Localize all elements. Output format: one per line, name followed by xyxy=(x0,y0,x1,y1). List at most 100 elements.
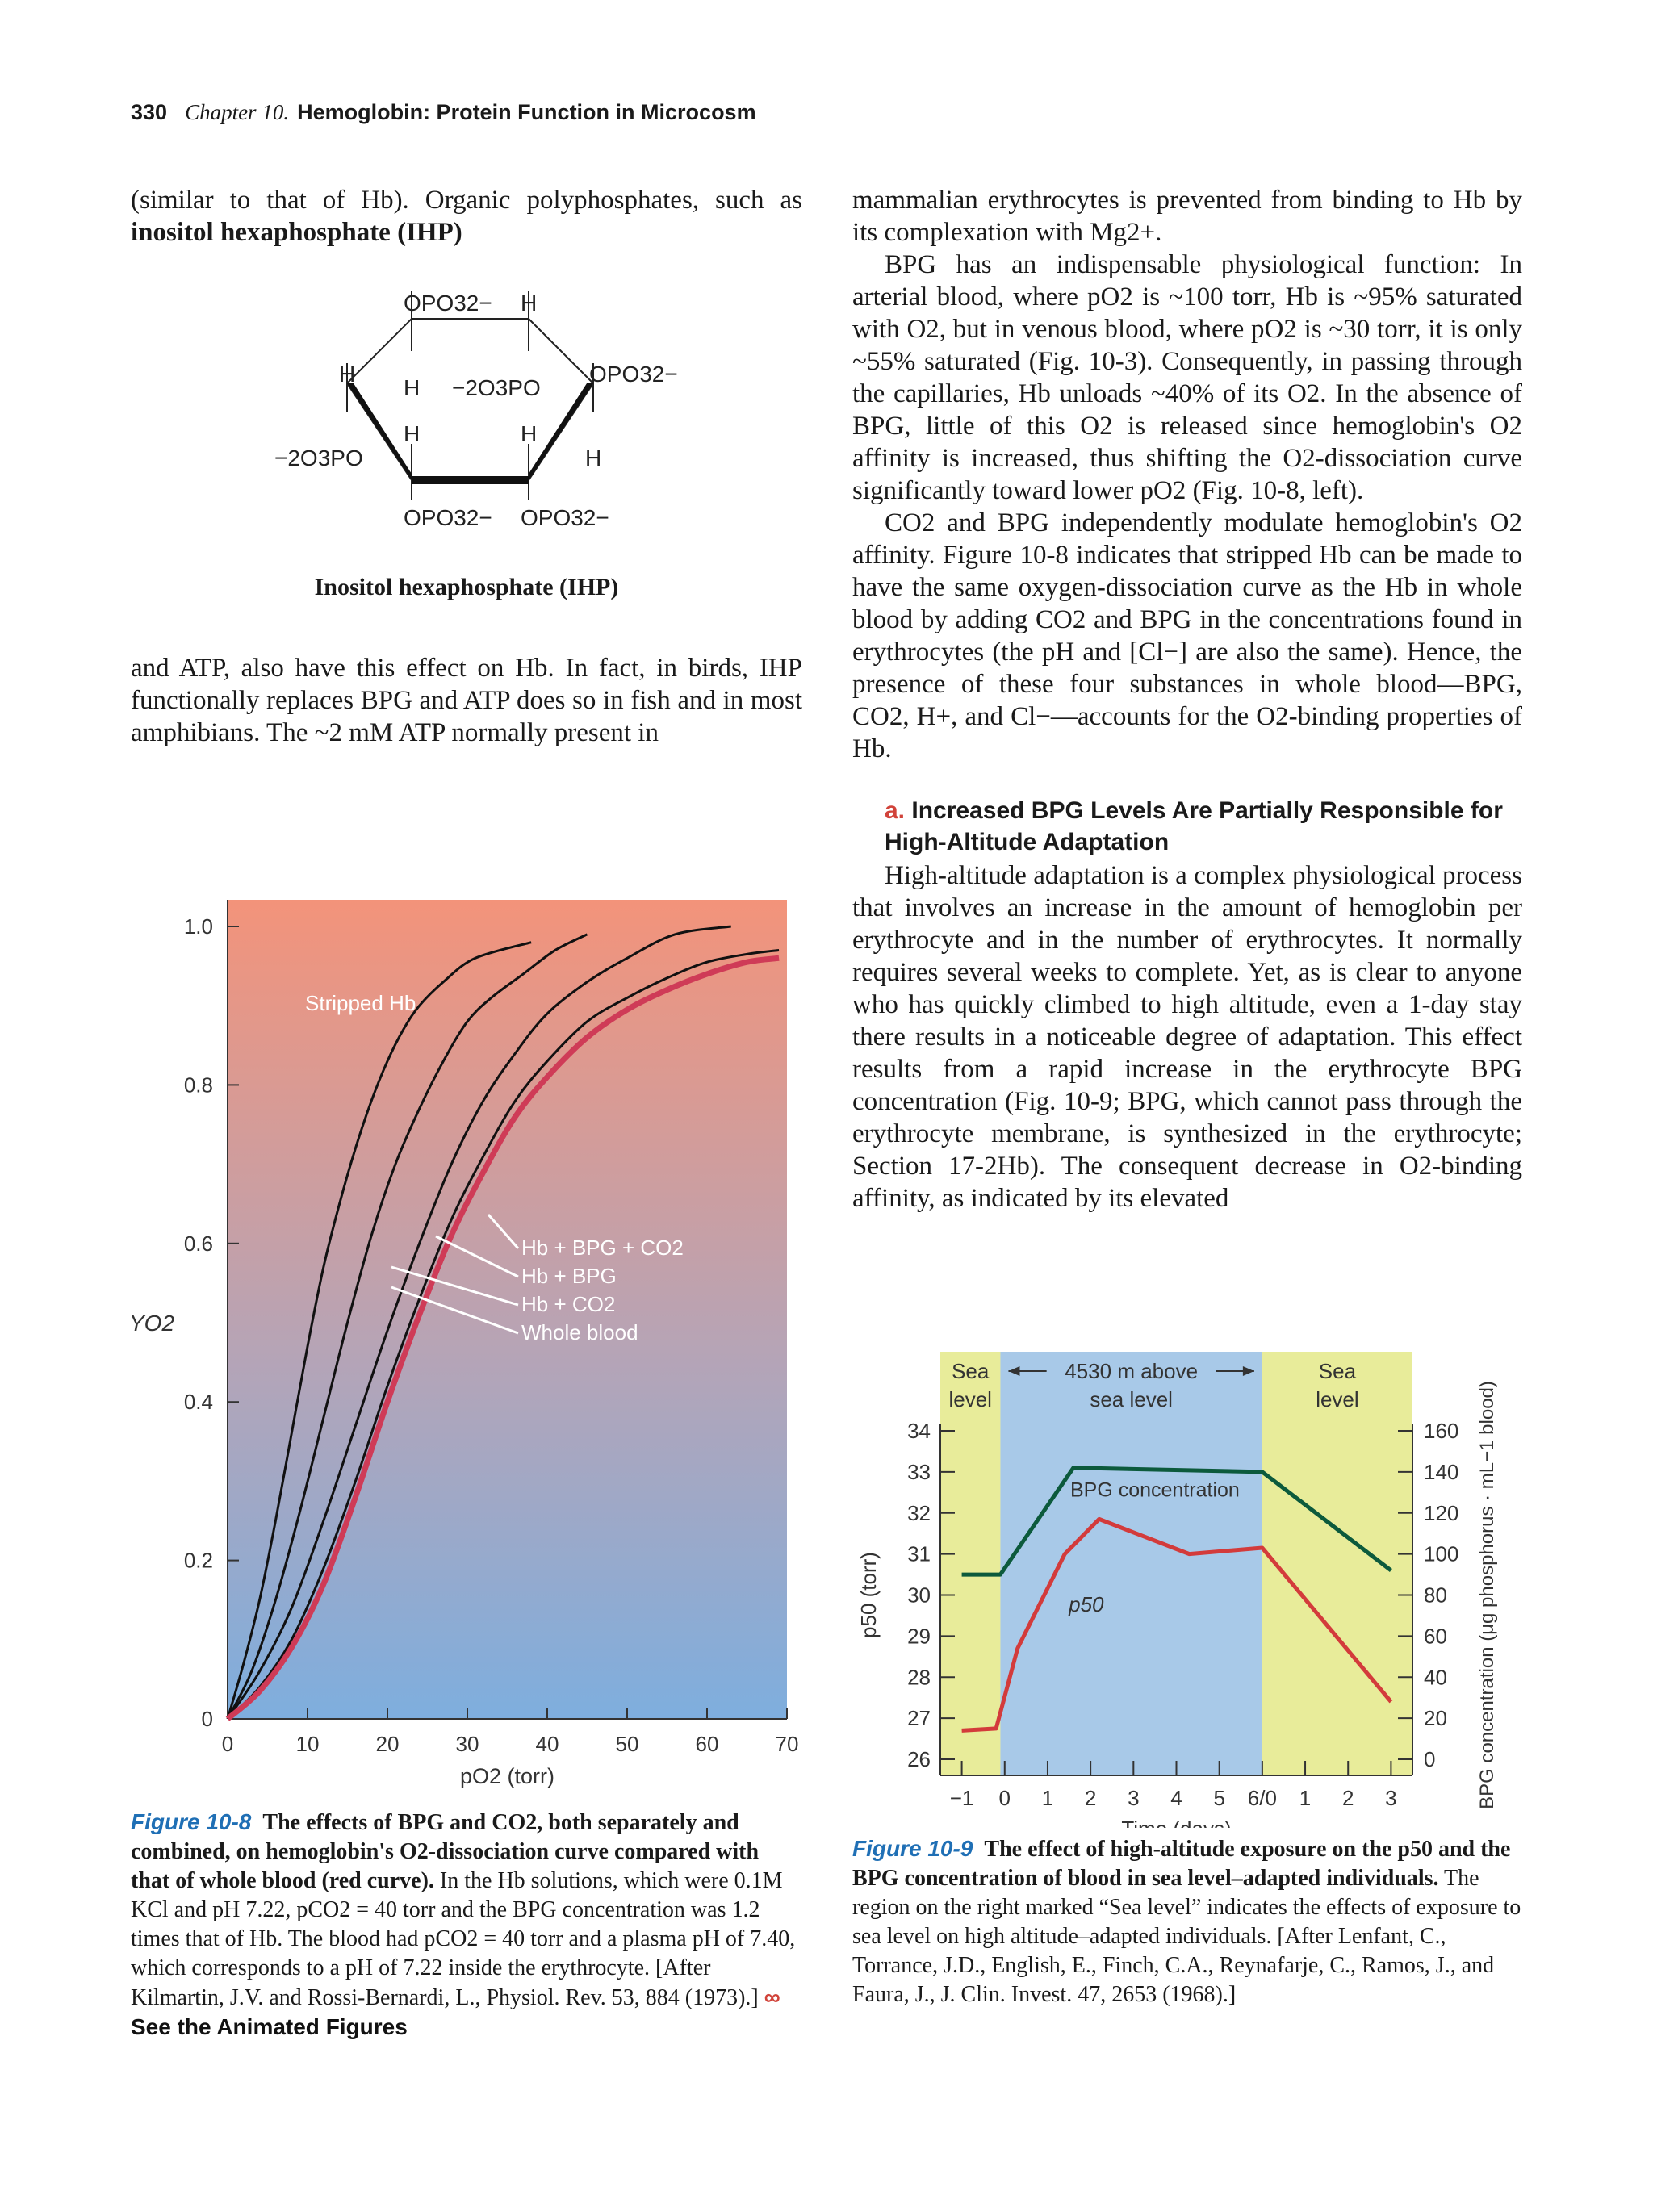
left-para2-text: and ATP, also have this effect on Hb. In… xyxy=(131,654,802,747)
fig9-left-axis-label: p50 (torr) xyxy=(856,1552,881,1638)
fig8-series-label: Hb + BPG + CO2 xyxy=(521,1236,684,1260)
ihp-label: OPO32− xyxy=(589,362,678,387)
fig8-x-tick-label: 0 xyxy=(222,1732,233,1756)
fig9-arrow-left-head xyxy=(1008,1366,1020,1376)
right-para1: mammalian erythrocytes is prevented from… xyxy=(852,186,1522,247)
fig8-y-tick-label: 0.4 xyxy=(184,1390,213,1414)
fig8-x-tick-label: 50 xyxy=(616,1732,639,1756)
fig8-caption-text: In the Hb solutions, which were 0.1M KCl… xyxy=(131,1868,796,2010)
fig9-label: Figure 10-9 xyxy=(852,1836,973,1861)
section-title: Increased BPG Levels Are Partially Respo… xyxy=(885,797,1503,855)
fig8-plot-area xyxy=(228,900,787,1719)
ihp-label: OPO32− xyxy=(404,291,492,316)
fig8-x-axis-label: pO2 (torr) xyxy=(460,1764,554,1788)
fig9-region-label: Sea xyxy=(1319,1359,1357,1383)
left-col-para2: and ATP, also have this effect on Hb. In… xyxy=(131,652,802,749)
fig9-right-tick-label: 20 xyxy=(1424,1706,1447,1730)
right-col-para4: High-altitude adaptation is a complex ph… xyxy=(852,859,1522,1215)
fig8-curve-hb-bpg xyxy=(226,925,731,1720)
chapter-title: Hemoglobin: Protein Function in Microcos… xyxy=(297,100,756,124)
fig9-right-tick-label: 160 xyxy=(1424,1419,1458,1443)
fig9-left-tick-label: 32 xyxy=(907,1501,931,1525)
fig8-leader-line xyxy=(391,1286,519,1335)
chapter-label: Chapter 10. xyxy=(185,100,290,124)
fig8-leader-line xyxy=(435,1235,519,1278)
ihp-label: H xyxy=(339,362,355,387)
fig9-left-tick-label: 33 xyxy=(907,1460,931,1484)
fig8-x-tick-label: 70 xyxy=(776,1732,799,1756)
ihp-label: H xyxy=(521,291,537,316)
fig9-series-label: BPG concentration xyxy=(1070,1478,1240,1501)
fig8-y-tick-label: 0.6 xyxy=(184,1231,213,1256)
fig8-y-tick-label: 1.0 xyxy=(184,914,213,939)
fig8-leader-line xyxy=(487,1214,520,1249)
fig9-x-tick-label: 3 xyxy=(1128,1786,1139,1810)
fig9-right-tick-label: 100 xyxy=(1424,1542,1458,1566)
left-para1-text: (similar to that of Hb). Organic polypho… xyxy=(131,186,802,215)
ihp-label: H xyxy=(585,445,601,470)
fig9-x-tick-label: 6/0 xyxy=(1248,1786,1277,1810)
fig9-left-tick-label: 27 xyxy=(907,1706,931,1730)
fig9-right-tick-label: 120 xyxy=(1424,1501,1458,1525)
animated-icon: ∞ xyxy=(764,1984,780,2009)
ihp-label: H xyxy=(404,375,420,400)
fig8-y-tick-label: 0.8 xyxy=(184,1073,213,1097)
fig9-x-tick-label: 4 xyxy=(1170,1786,1182,1810)
fig9-region xyxy=(1262,1352,1412,1775)
ihp-label: H xyxy=(404,421,420,446)
ihp-label: −2O3PO xyxy=(452,375,541,400)
fig8-leader-line xyxy=(391,1265,519,1307)
fig9-region-label: sea level xyxy=(1090,1387,1173,1411)
ihp-term: inositol hexaphosphate (IHP) xyxy=(131,218,462,247)
fig8-y-tick-label: 0 xyxy=(202,1707,213,1731)
fig9-x-tick-label: 2 xyxy=(1342,1786,1354,1810)
fig8-label: Figure 10-8 xyxy=(131,1809,252,1834)
fig9-right-tick-label: 140 xyxy=(1424,1460,1458,1484)
figure-10-9: 262728293031323334020406080100120140160−… xyxy=(856,1352,1498,1828)
fig9-line-bpg-concentration xyxy=(961,1466,1392,1577)
fig8-x-tick-label: 60 xyxy=(696,1732,719,1756)
ihp-label: H xyxy=(521,421,537,446)
fig8-y-axis-label: YO2 xyxy=(129,1311,174,1336)
fig8-curve-whole-blood xyxy=(225,955,780,1721)
fig8-y-tick-label: 0.2 xyxy=(184,1549,213,1573)
fig9-region-label: level xyxy=(948,1387,991,1411)
fig9-x-tick-label: −1 xyxy=(950,1786,974,1810)
ihp-caption: Inositol hexaphosphate (IHP) xyxy=(314,574,619,600)
wedge-bond-left xyxy=(347,383,412,480)
fig9-left-tick-label: 29 xyxy=(907,1624,931,1648)
right-para2: BPG has an indispensable physiological f… xyxy=(852,250,1522,505)
fig8-caption-bold: The effects of BPG and CO2, both separat… xyxy=(131,1810,760,1893)
fig9-series-label: p50 xyxy=(1068,1592,1104,1616)
left-col-para1: (similar to that of Hb). Organic polypho… xyxy=(131,184,802,249)
fig8-x-tick-label: 20 xyxy=(376,1732,400,1756)
fig8-x-tick-label: 10 xyxy=(296,1732,320,1756)
fig8-series-label: Whole blood xyxy=(521,1320,638,1344)
fig8-caption: Figure 10-8 The effects of BPG and CO2, … xyxy=(131,1808,802,2043)
fig8-curve-stripped-hb xyxy=(226,941,532,1720)
section-heading: a. Increased BPG Levels Are Partially Re… xyxy=(885,795,1522,858)
fig9-caption-bold: The effect of high-altitude exposure on … xyxy=(852,1837,1511,1891)
fig9-x-tick-label: 1 xyxy=(1299,1786,1311,1810)
fig9-left-tick-label: 28 xyxy=(907,1665,931,1689)
animated-figures-link[interactable]: See the Animated Figures xyxy=(131,2014,408,2039)
fig9-region-label: Sea xyxy=(952,1359,990,1383)
fig8-curve-hb-co2 xyxy=(226,933,588,1720)
fig9-left-tick-label: 31 xyxy=(907,1542,931,1566)
fig8-series-label: Hb + BPG xyxy=(521,1264,617,1288)
fig9-right-tick-label: 0 xyxy=(1424,1747,1435,1771)
right-col-text: mammalian erythrocytes is prevented from… xyxy=(852,184,1522,765)
figure-10-8: 0 10 20 30 40 50 60 70 0 0.2 0.4 0.6 0.8 1.0 pO2 (torr… xyxy=(129,900,799,1788)
fig9-caption: Figure 10-9 The effect of high-altitude … xyxy=(852,1834,1522,2009)
fig9-region-label: 4530 m above xyxy=(1065,1359,1198,1383)
fig9-x-tick-label: 3 xyxy=(1385,1786,1396,1810)
fig9-right-tick-label: 40 xyxy=(1424,1665,1447,1689)
fig9-arrow-right-head xyxy=(1242,1366,1254,1376)
fig9-left-tick-label: 34 xyxy=(907,1419,931,1443)
fig9-x-tick-label: 2 xyxy=(1085,1786,1096,1810)
ihp-label: OPO32− xyxy=(521,505,609,530)
fig9-line-p50 xyxy=(961,1516,1393,1733)
fig9-left-tick-label: 30 xyxy=(907,1583,931,1608)
fig9-x-tick-label: 5 xyxy=(1213,1786,1224,1810)
